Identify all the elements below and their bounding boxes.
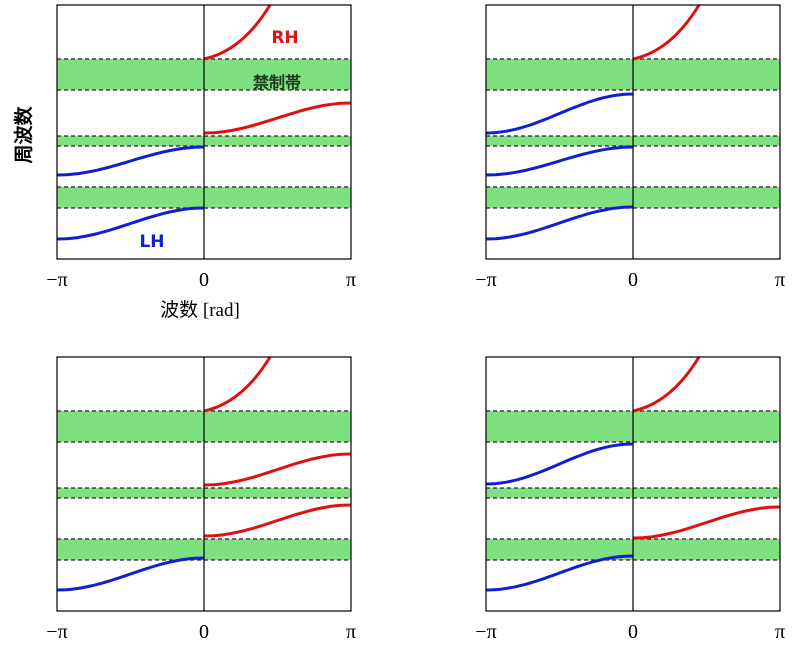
lh-curve: [56, 556, 205, 592]
x-tick-label: −π: [46, 621, 67, 643]
rh-curve: [632, 356, 701, 413]
x-tick-label: −π: [475, 269, 496, 291]
x-tick-label: 0: [199, 269, 209, 291]
rh-curve: [203, 356, 272, 413]
x-tick-label: −π: [46, 269, 67, 291]
rh-curve: [632, 505, 781, 540]
x-tick-label: π: [346, 621, 356, 643]
panels: −π 0 π −π 0 π −π 0 π −π 0 π: [46, 4, 785, 643]
y-axis-label: 周波数: [12, 106, 35, 164]
rh-label: RH: [271, 28, 298, 48]
lh-label: LH: [139, 232, 164, 252]
x-tick-label: π: [775, 621, 785, 643]
x-tick-label: 0: [628, 269, 638, 291]
x-tick-label: 0: [628, 621, 638, 643]
panel: −π 0 π: [46, 4, 356, 291]
x-tick-label: −π: [475, 621, 496, 643]
lh-curve: [485, 92, 634, 135]
lh-curve: [485, 442, 634, 486]
lh-curve: [485, 145, 634, 177]
rh-curve: [203, 503, 352, 538]
x-axis-label: 波数 [rad]: [160, 299, 240, 321]
x-tick-label: π: [346, 269, 356, 291]
rh-curve: [203, 4, 272, 61]
x-tick-label: π: [775, 269, 785, 291]
x-tick-label: 0: [199, 621, 209, 643]
rh-curve: [632, 4, 701, 61]
stopband-label: 禁制帯: [253, 73, 301, 92]
lh-curve: [485, 205, 634, 241]
rh-curve: [203, 101, 352, 135]
panel: −π 0 π: [475, 356, 785, 643]
lh-curve: [56, 206, 205, 241]
lh-curve: [485, 554, 634, 592]
panel: −π 0 π: [475, 4, 785, 291]
panel: −π 0 π: [46, 356, 356, 643]
lh-curve: [56, 145, 205, 177]
rh-curve: [203, 452, 352, 487]
